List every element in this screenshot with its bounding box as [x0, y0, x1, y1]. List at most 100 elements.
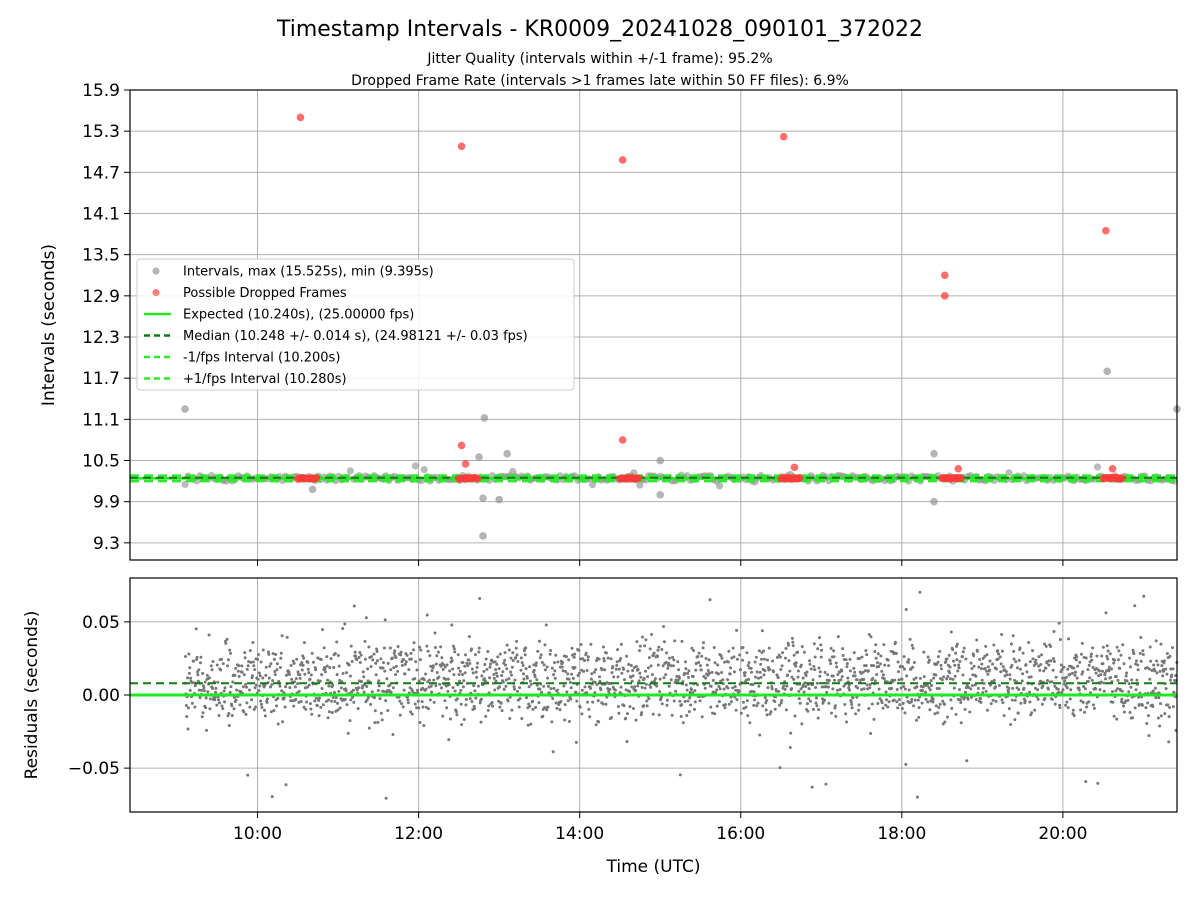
residual-point	[715, 688, 719, 692]
y-tick-label: 11.7	[82, 369, 120, 389]
residual-point	[683, 699, 687, 703]
residual-point	[1052, 660, 1056, 664]
residual-point	[875, 661, 879, 665]
residual-point	[1092, 703, 1096, 707]
residual-point	[575, 699, 579, 703]
residual-point	[762, 649, 766, 653]
residual-point	[829, 711, 833, 715]
residual-point	[1125, 671, 1129, 675]
residual-point	[673, 680, 677, 684]
residual-point	[780, 664, 784, 668]
residual-point	[754, 655, 758, 659]
residual-point	[476, 684, 480, 688]
residual-point	[484, 714, 488, 718]
residual-point	[1114, 675, 1118, 679]
residual-point	[708, 671, 712, 675]
residual-point	[946, 675, 950, 679]
residuals-y-axis-label: Residuals (seconds)	[22, 611, 42, 780]
residual-point	[994, 667, 998, 671]
residual-point	[836, 688, 840, 692]
residual-point	[628, 705, 632, 709]
residual-point	[622, 667, 626, 671]
y-tick-label: 14.7	[82, 163, 120, 183]
residual-point	[744, 705, 748, 709]
residual-point	[648, 647, 652, 651]
residual-point	[873, 679, 877, 683]
residual-point	[687, 669, 691, 673]
residual-point	[880, 701, 884, 705]
residual-point	[210, 668, 214, 672]
residual-point	[805, 670, 809, 674]
residual-point	[307, 683, 311, 687]
residual-point	[954, 651, 958, 655]
residual-point	[367, 726, 371, 730]
residual-point	[1102, 689, 1106, 693]
residual-point	[779, 667, 783, 671]
residual-point	[772, 670, 776, 674]
residual-point	[976, 649, 980, 653]
residual-point	[268, 664, 272, 668]
residual-point	[802, 650, 806, 654]
residual-point	[938, 649, 942, 653]
residual-point	[232, 696, 236, 700]
residual-point	[981, 691, 985, 695]
interval-outlier-point	[475, 453, 483, 461]
residual-point	[321, 703, 325, 707]
residual-point	[537, 701, 541, 705]
residual-point	[1011, 686, 1015, 690]
residual-point	[784, 708, 788, 712]
dropped-frame-point	[457, 441, 466, 450]
residual-point	[638, 671, 642, 675]
residual-point	[586, 655, 590, 659]
y-tick-label: 15.3	[82, 122, 120, 142]
residual-point	[637, 649, 641, 653]
interval-outlier-point	[930, 497, 938, 506]
residual-point	[1038, 668, 1042, 672]
residual-point	[992, 678, 996, 682]
interval-outlier-point	[656, 456, 665, 465]
legend-label: Expected (10.240s), (25.00000 fps)	[183, 308, 414, 323]
residual-point	[976, 686, 980, 690]
residual-point	[881, 706, 885, 710]
residual-point	[669, 678, 673, 682]
residual-point	[263, 683, 267, 687]
residual-point	[770, 687, 774, 691]
residual-point	[898, 703, 902, 707]
residual-point	[890, 686, 894, 690]
residual-point	[391, 733, 395, 737]
residual-point	[877, 665, 881, 669]
residual-point	[640, 711, 644, 715]
residual-point	[1115, 645, 1119, 649]
residual-point	[945, 677, 949, 681]
residual-point	[524, 667, 528, 671]
residual-point	[1094, 687, 1098, 691]
residual-point	[403, 662, 407, 666]
residual-point	[528, 679, 532, 683]
residual-point	[929, 679, 933, 683]
residual-point	[244, 682, 248, 686]
residual-point	[1064, 703, 1068, 707]
residual-point	[719, 654, 723, 658]
residual-point	[443, 665, 447, 669]
residual-point	[445, 663, 449, 667]
residual-point	[845, 662, 849, 666]
residual-point	[952, 686, 956, 690]
residual-point	[645, 699, 649, 703]
residual-point	[989, 702, 993, 706]
residual-point	[374, 661, 378, 665]
residual-point	[985, 708, 989, 712]
residual-point	[1148, 645, 1152, 649]
residual-point	[1068, 697, 1072, 701]
residual-point	[256, 653, 260, 657]
residual-point	[1012, 678, 1016, 682]
residual-point	[230, 713, 234, 717]
residual-point	[790, 687, 794, 691]
residual-point	[529, 682, 533, 686]
residual-point	[1153, 669, 1157, 673]
residual-point	[686, 699, 690, 703]
residual-point	[305, 700, 309, 704]
residual-point	[940, 678, 944, 682]
residual-point	[739, 711, 743, 715]
residual-point	[912, 677, 916, 681]
residual-point	[1159, 642, 1163, 646]
